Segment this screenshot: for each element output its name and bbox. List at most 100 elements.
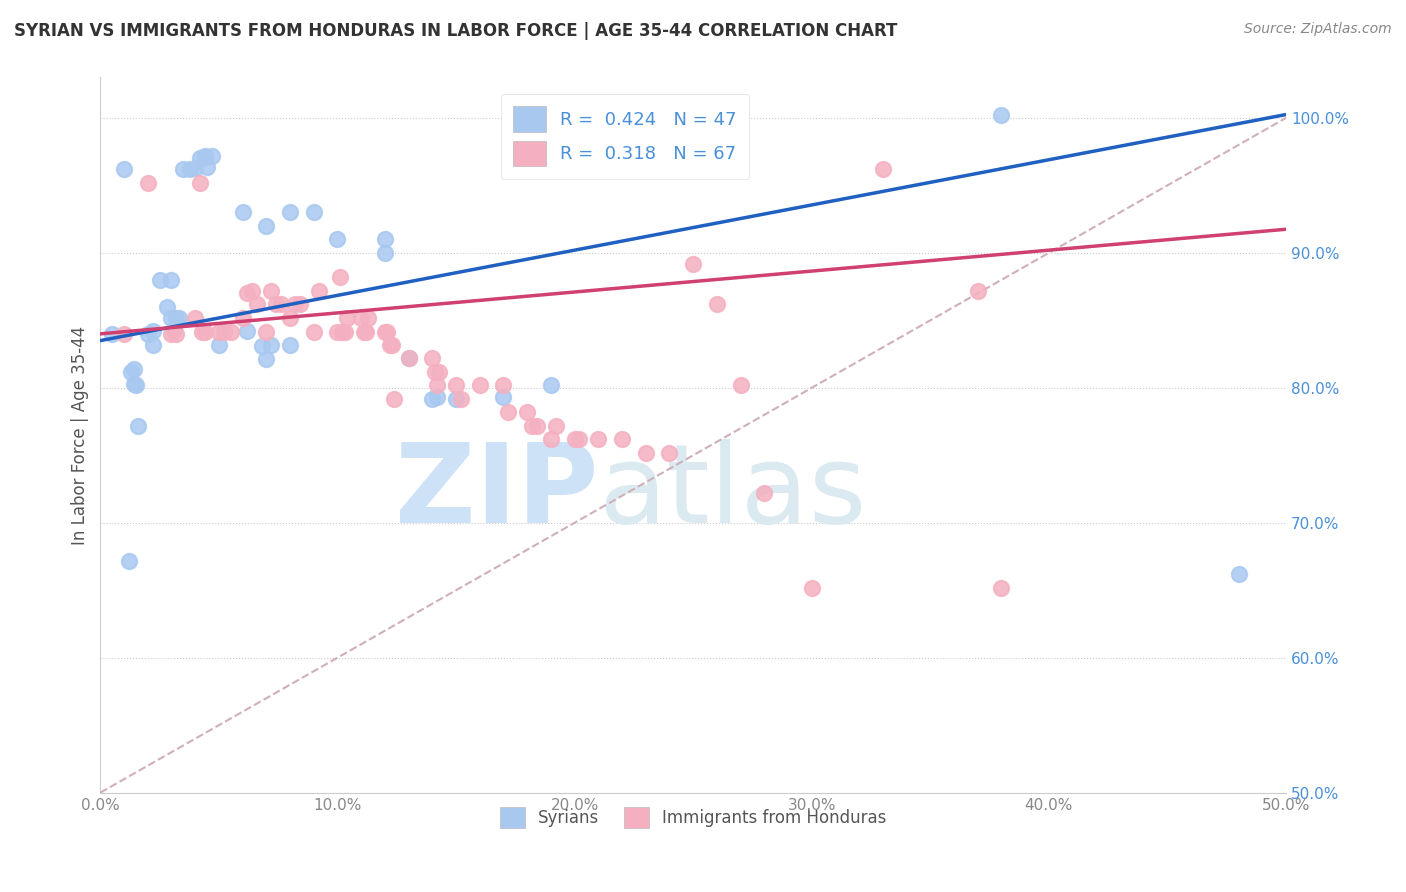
Point bbox=[278, 337, 301, 351]
Point bbox=[240, 284, 263, 298]
Point bbox=[156, 300, 179, 314]
Point bbox=[160, 310, 183, 325]
Point bbox=[330, 326, 353, 340]
Point bbox=[520, 418, 543, 433]
Point bbox=[302, 205, 325, 219]
Point bbox=[382, 392, 405, 406]
Point bbox=[219, 326, 242, 340]
Point bbox=[588, 432, 610, 446]
Point bbox=[540, 378, 562, 392]
Point bbox=[444, 392, 467, 406]
Point bbox=[194, 149, 217, 163]
Point bbox=[120, 365, 142, 379]
Point bbox=[420, 392, 443, 406]
Point bbox=[122, 376, 145, 391]
Point bbox=[326, 232, 349, 246]
Point bbox=[1227, 567, 1250, 582]
Point bbox=[250, 339, 273, 353]
Point bbox=[444, 378, 467, 392]
Point bbox=[141, 324, 163, 338]
Text: Source: ZipAtlas.com: Source: ZipAtlas.com bbox=[1244, 22, 1392, 37]
Point bbox=[264, 297, 287, 311]
Point bbox=[194, 326, 217, 340]
Point bbox=[374, 245, 396, 260]
Point bbox=[610, 432, 633, 446]
Point bbox=[398, 351, 420, 365]
Point bbox=[172, 162, 194, 177]
Point bbox=[423, 365, 446, 379]
Text: atlas: atlas bbox=[599, 439, 868, 546]
Point bbox=[122, 362, 145, 376]
Point bbox=[260, 337, 283, 351]
Point bbox=[136, 326, 159, 341]
Point bbox=[350, 310, 373, 325]
Point bbox=[516, 405, 538, 419]
Point bbox=[127, 418, 149, 433]
Point bbox=[398, 351, 420, 365]
Point bbox=[564, 432, 586, 446]
Point bbox=[179, 162, 201, 177]
Point bbox=[682, 257, 704, 271]
Point bbox=[333, 326, 356, 340]
Point bbox=[165, 310, 187, 325]
Point bbox=[184, 310, 207, 325]
Point bbox=[354, 326, 377, 340]
Point bbox=[336, 310, 359, 325]
Point bbox=[125, 378, 148, 392]
Point bbox=[195, 160, 218, 174]
Point bbox=[149, 273, 172, 287]
Y-axis label: In Labor Force | Age 35-44: In Labor Force | Age 35-44 bbox=[72, 326, 89, 545]
Point bbox=[526, 418, 548, 433]
Point bbox=[278, 205, 301, 219]
Point bbox=[730, 378, 752, 392]
Point bbox=[540, 432, 562, 446]
Point bbox=[284, 297, 307, 311]
Point bbox=[492, 390, 515, 404]
Point bbox=[450, 392, 472, 406]
Point bbox=[278, 310, 301, 325]
Point bbox=[872, 162, 894, 177]
Point bbox=[184, 161, 207, 175]
Point bbox=[188, 176, 211, 190]
Point bbox=[468, 378, 491, 392]
Point bbox=[136, 176, 159, 190]
Point bbox=[302, 326, 325, 340]
Point bbox=[374, 326, 396, 340]
Point bbox=[167, 310, 190, 325]
Point bbox=[658, 445, 681, 459]
Point bbox=[232, 310, 254, 325]
Point bbox=[191, 326, 214, 340]
Point bbox=[308, 284, 330, 298]
Point bbox=[634, 445, 657, 459]
Point bbox=[160, 273, 183, 287]
Text: SYRIAN VS IMMIGRANTS FROM HONDURAS IN LABOR FORCE | AGE 35-44 CORRELATION CHART: SYRIAN VS IMMIGRANTS FROM HONDURAS IN LA… bbox=[14, 22, 897, 40]
Point bbox=[208, 337, 231, 351]
Point bbox=[112, 326, 135, 341]
Point bbox=[381, 337, 404, 351]
Point bbox=[496, 405, 519, 419]
Legend: Syrians, Immigrants from Honduras: Syrians, Immigrants from Honduras bbox=[494, 801, 893, 834]
Point bbox=[357, 310, 380, 325]
Point bbox=[254, 352, 277, 367]
Text: ZIP: ZIP bbox=[395, 439, 599, 546]
Point bbox=[246, 297, 269, 311]
Point bbox=[374, 232, 396, 246]
Point bbox=[141, 337, 163, 351]
Point bbox=[236, 324, 259, 338]
Point bbox=[212, 326, 235, 340]
Point bbox=[163, 323, 186, 337]
Point bbox=[329, 270, 352, 285]
Point bbox=[254, 326, 277, 340]
Point bbox=[260, 284, 283, 298]
Point bbox=[288, 297, 311, 311]
Point bbox=[112, 162, 135, 177]
Point bbox=[165, 326, 187, 341]
Point bbox=[101, 326, 124, 341]
Point bbox=[420, 351, 443, 365]
Point bbox=[353, 326, 375, 340]
Point bbox=[492, 378, 515, 392]
Point bbox=[544, 418, 567, 433]
Point bbox=[194, 150, 217, 164]
Point bbox=[160, 326, 183, 341]
Point bbox=[568, 432, 591, 446]
